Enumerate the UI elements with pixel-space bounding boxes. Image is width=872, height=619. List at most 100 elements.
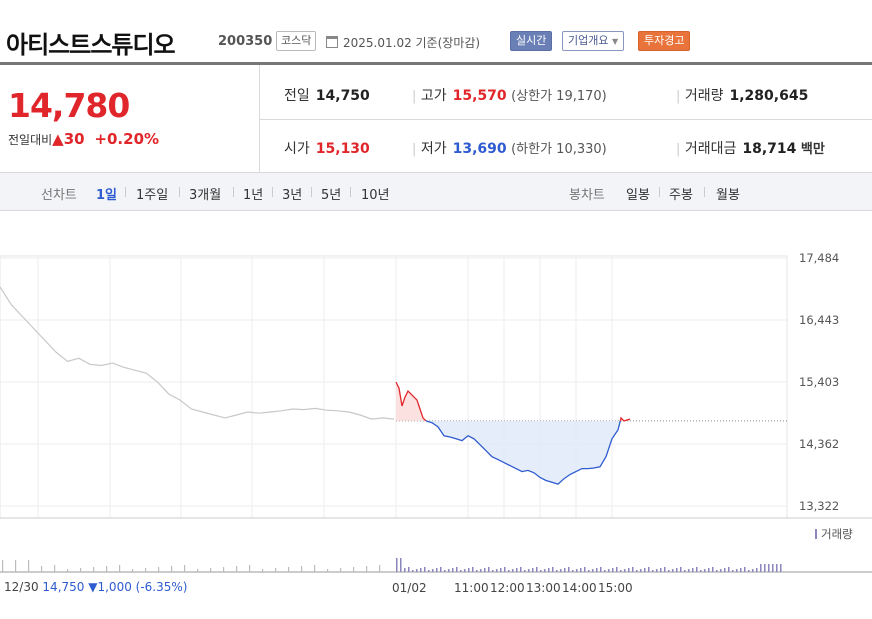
volume-bar [752,569,754,572]
volume-bar [520,567,522,572]
trade-amount: | 거래대금 18,714 백만 [676,141,825,157]
volume-bar [768,564,770,572]
prev-volume-bar [314,565,316,572]
volume-bar [464,569,466,572]
volume-bar [496,569,498,572]
volume-bar [708,568,710,572]
volume-bar [488,567,490,572]
volume-bar [424,567,426,572]
header-divider [0,62,872,65]
x-tick-label: 15:00 [598,581,633,595]
volume-bar [696,567,698,572]
volume-bar [580,568,582,572]
volume-bar [660,568,662,572]
volume-bar [412,570,414,572]
low-label: 저가 [420,141,447,157]
prev-volume-bar [119,565,121,572]
volume-bar [604,570,606,572]
volume-bar [532,568,534,572]
prev-volume-bar [54,565,56,572]
volume-value: 1,280,645 [729,88,809,104]
volume-bar [684,570,686,572]
prev-value: 14,750 [315,88,370,104]
volume-bar [444,570,446,572]
volume-bar [528,569,530,572]
volume-bar [632,567,634,572]
volume-bar [468,568,470,572]
realtime-button[interactable]: 실시간 [510,31,553,51]
period-1w[interactable]: 1주일 [136,188,169,203]
prev-volume-bar [327,569,329,572]
period-10y[interactable]: 10년 [361,188,390,203]
prev-day-line [0,286,395,420]
prev-volume-bar [379,565,381,572]
company-overview-label: 기업개요 [568,34,609,47]
high-value: 15,570 [452,88,507,104]
volume-bar [592,569,594,572]
volume-bar [524,570,526,572]
volume-bar [480,569,482,572]
volume-bar [620,570,622,572]
period-3y[interactable]: 3년 [282,188,303,203]
volume-bar [600,567,602,572]
market-badge: 코스닥 [276,31,317,51]
volume-bar [724,568,726,572]
volume-bar [640,569,642,572]
volume-bar [688,569,690,572]
open-label: 시가 [284,141,310,157]
prev-volume-bar [28,560,30,572]
line-chart-title: 선차트 [41,188,77,203]
volume-bar [568,567,570,572]
prev-volume-bar [158,567,160,572]
quote-row-separator [259,119,872,120]
volume-bar [748,570,750,572]
amount-value: 18,714 [742,141,797,157]
volume-bar [668,570,670,572]
volume-bar [756,568,758,572]
volume-bar [556,570,558,572]
prev-volume-bar [262,569,264,572]
volume-bar [396,558,398,572]
period-bar: 선차트 1일 1주일 3개월 1년 3년 5년 10년 봉차트 일봉 주봉 월봉 [0,173,872,211]
x-tick-label: 01/02 [392,581,427,595]
volume-bar [596,568,598,572]
prev-close: 전일 14,750 [284,85,370,105]
down-line [425,420,621,485]
x-tick-label: 14:00 [562,581,597,595]
prev-volume-bar [67,569,69,572]
prev-volume-bar [353,567,355,572]
y-tick-label: 17,484 [799,251,839,265]
volume-bar [516,568,518,572]
candle-weekly[interactable]: 주봉 [669,188,693,203]
volume: | 거래량 1,280,645 [676,88,809,104]
period-5y[interactable]: 5년 [321,188,342,203]
chart-frame [0,255,788,519]
candle-chart-title: 봉차트 [569,188,605,203]
amount-unit: 백만 [800,142,825,157]
volume-bar [564,568,566,572]
period-1y[interactable]: 1년 [243,188,264,203]
volume-bar [772,564,774,572]
candle-monthly[interactable]: 월봉 [716,188,740,203]
prev-volume-bar [132,569,134,572]
volume-bar [780,564,782,572]
volume-bar [644,568,646,572]
prev-day-summary: 12/30 14,750 ▼1,000 (-6.35%) [4,580,187,594]
basis-date: 2025.01.02 기준(장마감) [343,36,481,50]
period-1d[interactable]: 1일 [96,188,118,203]
stock-code: 200350 [218,34,273,49]
x-tick-label: 13:00 [526,581,561,595]
volume-bar [544,569,546,572]
y-tick-label: 15,403 [799,375,839,389]
volume-bar [500,568,502,572]
volume-bar [656,569,658,572]
prev-volume-bar [184,565,186,572]
company-overview-button[interactable]: 기업개요 ▼ [562,31,625,51]
candle-daily[interactable]: 일봉 [626,188,650,203]
volume-bar [548,568,550,572]
y-tick-label: 13,322 [799,499,839,513]
change-label: 전일대비 [8,133,53,147]
period-3m[interactable]: 3개월 [189,188,222,203]
prev-volume-bar [340,568,342,572]
stock-header: 아티스트스튜디오 200350 코스닥 2025.01.02 기준(장마감) 실… [0,0,872,62]
